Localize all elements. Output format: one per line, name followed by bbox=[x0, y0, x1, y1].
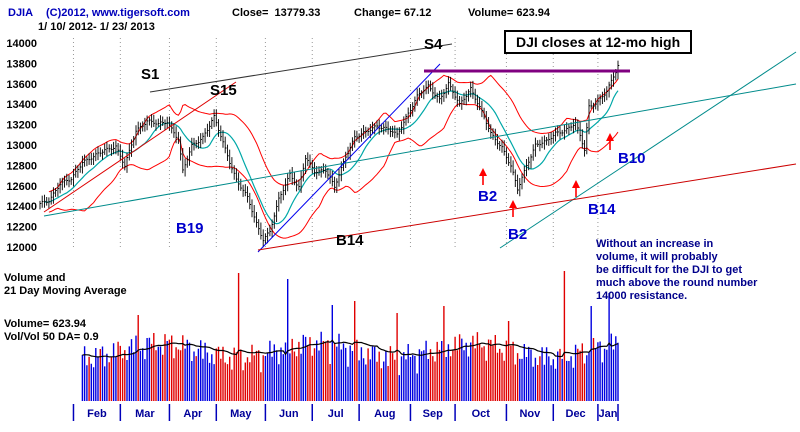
signal-label-b14: B14 bbox=[336, 232, 364, 249]
month-label: Jun bbox=[279, 408, 299, 420]
y-axis-tick: 13600 bbox=[6, 79, 37, 91]
annotation-callout: DJI closes at 12-mo high bbox=[504, 30, 693, 54]
up-arrow-icon bbox=[572, 180, 580, 188]
y-axis-tick: 14000 bbox=[6, 38, 37, 50]
signal-label-b10: B10 bbox=[618, 150, 646, 167]
trendline bbox=[499, 51, 797, 249]
y-axis-tick: 13400 bbox=[6, 99, 37, 111]
trendline bbox=[149, 43, 453, 93]
volume-value: Volume= 623.94 bbox=[468, 7, 551, 19]
trendline bbox=[257, 63, 441, 253]
y-axis-tick: 12200 bbox=[6, 222, 37, 234]
signal-label-b2: B2 bbox=[478, 188, 498, 205]
y-axis-tick: 12600 bbox=[6, 181, 37, 193]
trendline bbox=[43, 81, 237, 213]
up-volume-bars bbox=[81, 279, 619, 401]
lower-band-line bbox=[48, 103, 619, 239]
y-axis-tick: 13200 bbox=[6, 120, 37, 132]
copyright-url: (C)2012, www.tigersoft.com bbox=[46, 7, 190, 19]
volume-pane-volume-label: Volume= 623.94 bbox=[4, 318, 87, 330]
signal-label-b2: B2 bbox=[508, 226, 528, 243]
up-arrow-icon bbox=[509, 200, 517, 208]
volume-ma-line bbox=[82, 339, 619, 358]
y-axis-tick: 12000 bbox=[6, 242, 37, 254]
volume-pane-ratio-label: Vol/Vol 50 DA= 0.9 bbox=[4, 331, 99, 343]
month-label: Jul bbox=[328, 408, 344, 420]
signal-label-s15: S15 bbox=[210, 82, 237, 99]
ticker-symbol: DJIA bbox=[8, 7, 34, 19]
y-axis-tick: 13000 bbox=[6, 140, 37, 152]
analyst-note: Without an increase in volume, it will p… bbox=[596, 238, 758, 302]
month-label: Sep bbox=[423, 408, 443, 420]
up-arrow-icon bbox=[479, 168, 487, 176]
up-arrow-icon bbox=[606, 133, 614, 141]
signal-label-b14: B14 bbox=[588, 201, 616, 218]
month-label: May bbox=[230, 408, 252, 420]
month-label: Apr bbox=[183, 408, 203, 420]
trendline bbox=[43, 83, 797, 217]
month-label: Aug bbox=[374, 408, 395, 420]
volume-pane-title-line2: 21 Day Moving Average bbox=[4, 285, 127, 297]
down-volume-bars bbox=[88, 271, 595, 401]
close-value: Close= 13779.33 bbox=[232, 7, 321, 19]
month-label: Nov bbox=[519, 408, 541, 420]
date-range: 1/ 10/ 2012- 1/ 23/ 2013 bbox=[38, 21, 155, 33]
signal-label-s1: S1 bbox=[141, 66, 160, 83]
price-bars bbox=[39, 60, 620, 248]
month-label: Dec bbox=[566, 408, 586, 420]
y-axis-tick: 12800 bbox=[6, 160, 37, 172]
signal-label-s4: S4 bbox=[424, 36, 443, 53]
trendline bbox=[257, 163, 797, 251]
signal-label-b19: B19 bbox=[176, 220, 204, 237]
month-label: Mar bbox=[135, 408, 155, 420]
month-label: Feb bbox=[87, 408, 107, 420]
y-axis-tick: 12400 bbox=[6, 201, 37, 213]
change-value: Change= 67.12 bbox=[354, 7, 432, 19]
upper-band-line bbox=[48, 74, 619, 193]
month-label: Oct bbox=[472, 408, 491, 420]
y-axis-tick: 13800 bbox=[6, 58, 37, 70]
volume-pane-title-line1: Volume and bbox=[4, 272, 66, 284]
month-label: Jan bbox=[598, 408, 617, 420]
